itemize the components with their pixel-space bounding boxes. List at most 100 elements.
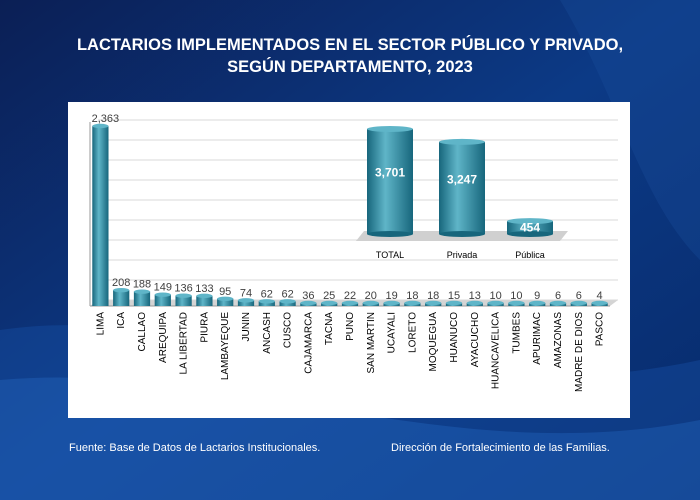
data-label: 208: [112, 277, 130, 289]
data-label: 6: [576, 290, 582, 302]
tick-label: LA LIBERTAD: [179, 312, 190, 374]
tick-label: LORETO: [407, 312, 418, 353]
data-label: 15: [448, 290, 460, 302]
inset-bar-top: [507, 218, 553, 225]
bar-top: [508, 300, 525, 306]
inset-value-label: 454: [520, 221, 540, 235]
data-label: 95: [219, 286, 231, 298]
data-label: 62: [261, 288, 273, 300]
tick-label: ICA: [116, 312, 127, 329]
bar-top: [300, 300, 317, 306]
data-label: 74: [240, 287, 252, 299]
bar: [113, 290, 130, 306]
bar: [237, 300, 255, 306]
data-label: 19: [385, 290, 397, 302]
tick-label: CALLAO: [137, 312, 148, 352]
bar-top: [529, 300, 546, 306]
bar-top: [549, 300, 567, 306]
data-label: 9: [534, 290, 540, 302]
data-label: 22: [344, 290, 356, 302]
tick-label: APURIMAC: [532, 312, 543, 365]
bar-top: [341, 300, 359, 306]
bar-top: [133, 289, 151, 294]
bar-top: [383, 300, 400, 306]
chart-canvas: 2,363 LIMA 208 ICA 188 CALLAO 149 AREQUIPA 13 6 LA…: [89, 113, 618, 392]
inset-value-label: 3,701: [375, 165, 405, 179]
bar-top: [404, 300, 421, 306]
tick-label: AMAZONAS: [553, 312, 564, 368]
tick-label: MADRE DE DIOS: [574, 312, 585, 392]
tick-label: LIMA: [95, 312, 106, 336]
data-label: 13: [469, 290, 481, 302]
tick-label: MOQUEGUA: [428, 312, 439, 372]
bar: [92, 126, 109, 306]
bar-top: [591, 300, 608, 306]
tick-label: CUSCO: [283, 312, 294, 348]
bar-top: [258, 299, 275, 304]
data-label: 18: [427, 290, 439, 302]
tick-label: TACNA: [324, 312, 335, 345]
tick-label: CAJAMARCA: [303, 312, 314, 374]
bar-top: [237, 298, 255, 303]
bar-top: [321, 300, 338, 306]
bar: [279, 301, 296, 306]
data-label: 2,363: [92, 113, 120, 125]
bar: [258, 301, 275, 306]
bar-top: [466, 300, 483, 306]
data-label: 4: [597, 290, 603, 302]
chart-panel: 2,363 LIMA 208 ICA 188 CALLAO 149 AREQUIPA 13 6 LA…: [68, 102, 630, 418]
tick-label: PASCO: [595, 312, 606, 346]
inset-bar-base: [367, 231, 413, 237]
tick-label: ANCASH: [262, 312, 273, 354]
credit-note: Dirección de Fortalecimiento de las Fami…: [391, 442, 610, 454]
tick-label: AREQUIPA: [158, 312, 169, 363]
inset-bar: [367, 129, 413, 234]
bar: [154, 294, 171, 306]
tick-label: PUNO: [345, 312, 356, 341]
inset-category-label: Privada: [447, 250, 478, 260]
inset-category-label: TOTAL: [376, 250, 404, 260]
tick-label: LAMBAYEQUE: [220, 312, 231, 380]
bar-top: [217, 296, 234, 301]
data-label: 133: [195, 283, 213, 295]
bar-top: [279, 299, 296, 304]
data-label: 20: [365, 290, 377, 302]
inset-category-label: Pública: [515, 250, 545, 260]
bar-top: [487, 300, 504, 306]
data-label: 6: [555, 290, 561, 302]
data-label: 149: [154, 282, 172, 294]
bar-top: [92, 123, 109, 129]
data-label: 62: [281, 288, 293, 300]
data-label: 25: [323, 290, 335, 302]
bar-top: [425, 300, 442, 306]
bar-top: [175, 293, 192, 298]
bar-top: [570, 300, 587, 306]
tick-label: TUMBES: [511, 312, 522, 354]
bar: [196, 295, 213, 306]
inset-bar-base: [439, 231, 485, 237]
bar: [175, 295, 192, 306]
data-label: 10: [489, 290, 501, 302]
tick-label: JUNIN: [241, 312, 252, 341]
data-label: 36: [302, 290, 314, 302]
tick-label: UCAYALI: [387, 312, 398, 353]
tick-label: HUANUCO: [449, 312, 460, 363]
bar-top: [113, 287, 130, 293]
inset-bar-top: [439, 138, 485, 145]
data-label: 188: [133, 279, 151, 291]
bar-top: [154, 292, 171, 297]
inset-bar: [507, 221, 553, 234]
bar-top: [196, 293, 213, 299]
bar-top: [445, 300, 463, 306]
inset-bar-base: [507, 231, 553, 237]
tick-label: HUANCAVELICA: [491, 312, 502, 389]
bar: [217, 298, 234, 306]
chart-title-line2: SEGÚN DEPARTAMENTO, 2023: [227, 58, 473, 76]
tick-label: AYACUCHO: [470, 312, 481, 367]
data-label: 10: [510, 290, 522, 302]
data-label: 18: [406, 290, 418, 302]
tick-label: PIURA: [199, 312, 210, 343]
bar: [133, 291, 151, 306]
chart-title-line1: LACTARIOS IMPLEMENTADOS EN EL SECTOR PÚB…: [76, 36, 624, 54]
bar-top: [362, 300, 379, 306]
